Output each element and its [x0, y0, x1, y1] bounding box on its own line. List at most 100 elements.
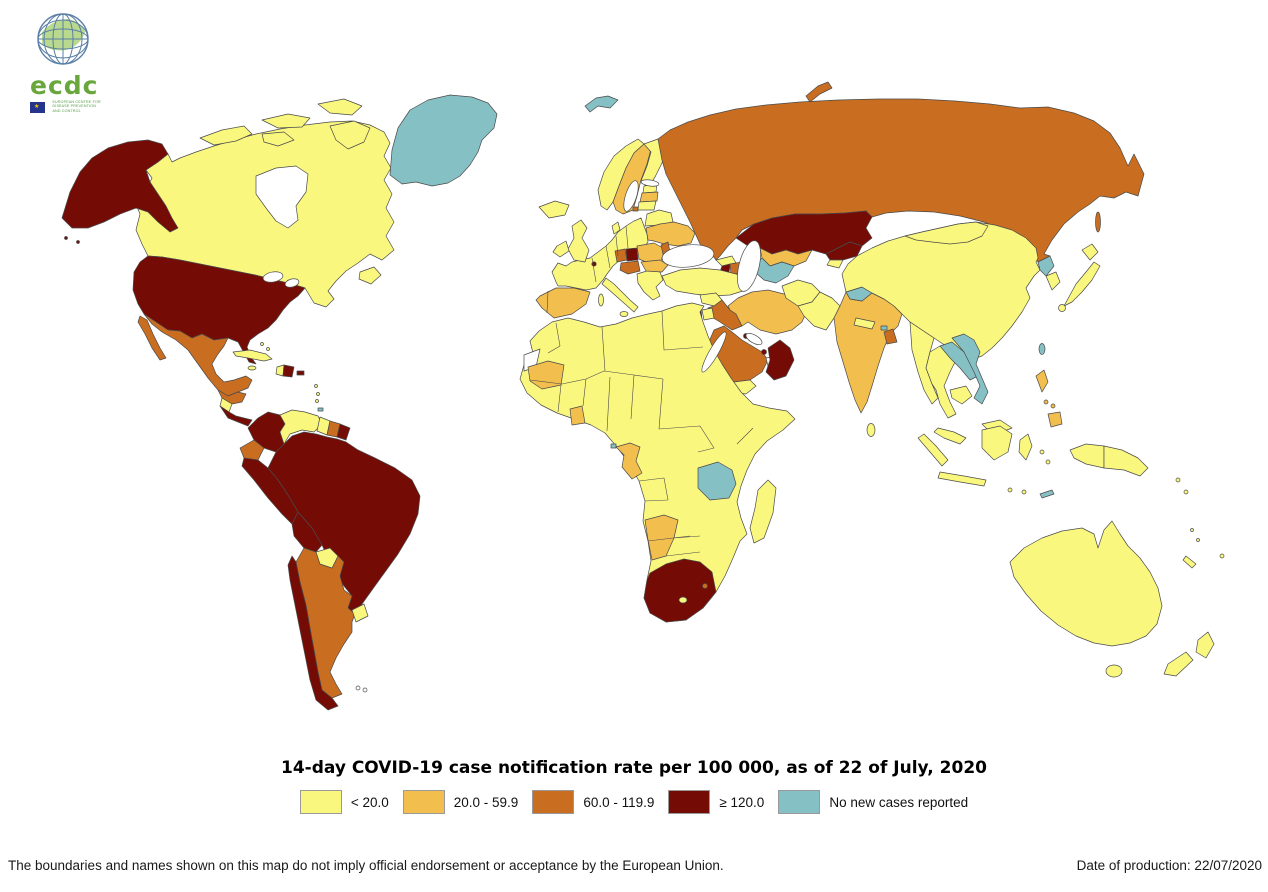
- country-italy-sicily: [619, 311, 629, 317]
- footer-production-date: Date of production: 22/07/2020: [1076, 858, 1262, 873]
- country-new-zealand-south: [1163, 651, 1194, 677]
- country-namibia: [644, 514, 679, 561]
- legend-swatch-lt20: [299, 790, 342, 814]
- country-vietnam: [951, 333, 989, 405]
- ecdc-org-name: EUROPEAN CENTRE FOR DISEASE PREVENTION A…: [52, 100, 101, 113]
- country-bangladesh: [883, 328, 898, 345]
- country-eswatini: [702, 583, 708, 589]
- country-canada-newfoundland: [358, 266, 382, 285]
- legend-swatch-no-new-cases: [778, 790, 821, 814]
- country-new-zealand-north: [1195, 631, 1215, 659]
- country-indonesia-java: [937, 471, 987, 487]
- country-russia-kaliningrad: [632, 206, 639, 212]
- country-french-guiana: [336, 423, 351, 441]
- country-philippines-visayas-1: [1043, 399, 1049, 405]
- country-tajikistan: [826, 259, 844, 269]
- country-mongolia: [904, 221, 989, 245]
- country-chile: [287, 555, 339, 711]
- country-philippines-mindanao: [1047, 411, 1063, 428]
- world-map: [61, 81, 1225, 711]
- country-australia: [1009, 520, 1163, 647]
- legend-swatch-20-59: [402, 790, 445, 814]
- country-dominican-republic: [282, 364, 295, 378]
- country-qatar: [761, 349, 767, 355]
- country-taiwan: [1038, 343, 1046, 355]
- map-title: 14-day COVID-19 case notification rate p…: [281, 758, 987, 778]
- country-madagascar: [749, 479, 777, 544]
- legend-item-gte120: ≥ 120.0: [668, 790, 764, 814]
- country-india: [833, 291, 903, 414]
- country-lesser-antilles-3: [315, 399, 319, 403]
- legend-label-60-119: 60.0 - 119.9: [583, 794, 655, 810]
- country-fiji: [1219, 553, 1225, 559]
- country-lesser-antilles-1: [314, 384, 318, 388]
- country-north-korea: [1037, 255, 1055, 277]
- country-philippines-luzon: [1035, 369, 1049, 393]
- country-cambodia: [949, 385, 973, 405]
- country-bahamas: [260, 342, 264, 346]
- country-tasmania: [1105, 664, 1123, 678]
- country-russia-novaya-zemlya: [805, 81, 833, 103]
- legend-label-lt20: < 20.0: [350, 794, 389, 810]
- country-peru: [241, 457, 299, 525]
- country-costa-rica-panama: [219, 405, 253, 427]
- legend-swatch-60-119: [532, 790, 575, 814]
- country-venezuela: [279, 409, 323, 445]
- country-romania: [636, 242, 666, 264]
- country-denmark: [611, 221, 621, 235]
- country-borders: [529, 225, 754, 557]
- country-canada-arctic-1: [199, 125, 253, 146]
- country-ecuador: [239, 439, 265, 461]
- country-lithuania: [637, 200, 657, 211]
- country-bosnia: [614, 248, 628, 263]
- country-gabon-congo: [615, 442, 643, 480]
- country-sri-lanka: [866, 423, 876, 437]
- country-indonesia-sulawesi: [1018, 433, 1033, 461]
- ecdc-acronym: ecdc: [30, 71, 99, 100]
- country-south-korea: [1045, 271, 1061, 291]
- country-indonesia-borneo: [981, 425, 1013, 461]
- country-albania-macedonia: [619, 260, 641, 275]
- country-sweden: [612, 143, 652, 215]
- country-alaska-aleutian: [64, 236, 68, 240]
- country-bhutan: [880, 325, 888, 331]
- country-russia-sakhalin: [1095, 211, 1101, 233]
- country-indonesia-sunda-2: [1021, 489, 1027, 495]
- country-jamaica: [247, 365, 257, 371]
- country-malaysia: [933, 427, 967, 445]
- country-indonesia-papua: [1069, 443, 1105, 469]
- country-japan-hokkaido: [1081, 243, 1099, 261]
- country-bahamas-2: [266, 347, 270, 351]
- country-canada-arctic-3: [317, 98, 363, 116]
- country-vanuatu-2: [1196, 538, 1200, 542]
- country-bulgaria: [640, 259, 669, 273]
- country-solomon-2: [1183, 489, 1189, 495]
- country-united-kingdom: [567, 219, 590, 263]
- country-ghana: [569, 405, 586, 426]
- country-greenland: [389, 94, 498, 187]
- footer-disclaimer: The boundaries and names shown on this m…: [8, 858, 724, 873]
- legend-item-20-59: 20.0 - 59.9: [402, 790, 518, 814]
- country-nepal: [853, 317, 876, 330]
- country-papua-new-guinea: [1103, 445, 1149, 477]
- country-indonesia-moluccas: [1039, 449, 1045, 455]
- country-alaska: [61, 139, 179, 233]
- country-canada-baffin: [329, 120, 371, 150]
- country-ireland: [552, 240, 570, 258]
- country-oman: [765, 339, 795, 381]
- country-lesotho: [678, 596, 688, 604]
- legend-label-gte120: ≥ 120.0: [719, 794, 765, 810]
- country-italy: [601, 277, 639, 313]
- country-south-africa: [643, 558, 717, 623]
- country-spain-portugal: [535, 287, 591, 319]
- country-indonesia-sumatra: [917, 433, 949, 467]
- country-east-timor: [1039, 489, 1055, 499]
- country-paraguay: [315, 547, 339, 569]
- water-baltic-sea: [623, 180, 639, 212]
- country-falklands-2: [362, 687, 368, 693]
- country-japan-honshu: [1063, 261, 1101, 307]
- country-indonesia-moluccas-2: [1045, 459, 1051, 465]
- water-great-lake-west: [262, 271, 284, 283]
- country-new-caledonia: [1182, 555, 1197, 569]
- legend: < 20.0 20.0 - 59.9 60.0 - 119.9 ≥ 120.0 …: [0, 790, 1268, 814]
